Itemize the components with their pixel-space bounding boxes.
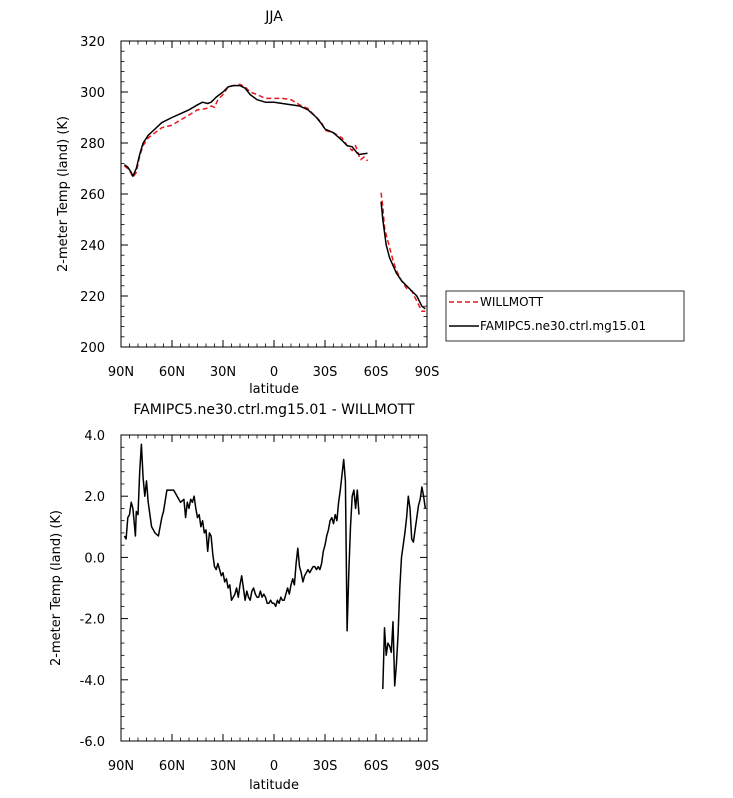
top-chart-y-tick-labels: 200 220 240 260 280 300 320 (80, 35, 105, 356)
bottom-chart-series (123, 443, 427, 690)
y-tick-label: -6.0 (80, 735, 105, 750)
x-tick-label: 0 (270, 365, 278, 380)
y-tick-label: 2.0 (84, 490, 105, 505)
y-tick-label: 220 (80, 290, 105, 305)
top-chart-y-axis-title: 2-meter Temp (land) (K) (56, 116, 71, 272)
x-tick-label: 60N (159, 759, 185, 774)
x-tick-label: 60S (364, 759, 389, 774)
bottom-chart-frame (120, 434, 428, 742)
bottom-chart-x-tick-labels: 90N 60N 30N 0 30S 60S 90S (108, 759, 440, 774)
series-line-willmott-segment-0 (123, 83, 369, 179)
x-tick-label: 90N (108, 759, 134, 774)
x-tick-label: 60S (364, 365, 389, 380)
x-tick-label: 60N (159, 365, 185, 380)
x-tick-label: 30S (313, 365, 338, 380)
legend-label-famipc5: FAMIPC5.ne30.ctrl.mg15.01 (480, 319, 646, 333)
y-tick-label: 320 (80, 35, 105, 50)
top-chart-x-tick-labels: 90N 60N 30N 0 30S 60S 90S (108, 365, 440, 380)
y-tick-label: 300 (80, 86, 105, 101)
x-tick-label: 30S (313, 759, 338, 774)
top-chart-legend: WILLMOTT FAMIPC5.ne30.ctrl.mg15.01 (445, 290, 685, 342)
x-tick-label: 0 (270, 759, 278, 774)
bottom-chart-title: FAMIPC5.ne30.ctrl.mg15.01 - WILLMOTT (133, 402, 415, 418)
y-tick-label: -4.0 (80, 674, 105, 689)
x-tick-label: 30N (210, 759, 236, 774)
top-chart-frame (120, 40, 428, 348)
bottom-chart-y-tick-labels: -6.0 -4.0 -2.0 0.0 2.0 4.0 (80, 429, 105, 750)
series-line-famipc5-ne30-ctrl-mg15-01-segment-1 (380, 201, 426, 310)
y-tick-label: -2.0 (80, 613, 105, 628)
y-tick-label: 4.0 (84, 429, 105, 444)
x-tick-label: 90N (108, 365, 134, 380)
y-tick-label: 280 (80, 137, 105, 152)
y-tick-label: 240 (80, 239, 105, 254)
y-tick-label: 260 (80, 188, 105, 203)
top-chart-series (123, 83, 426, 313)
y-tick-label: 200 (80, 341, 105, 356)
series-line-difference-segment-0 (123, 443, 360, 632)
top-chart: JJA 90N 60N 30N 0 30S 60S 90S 200 220 240 260 280 3… (56, 9, 685, 397)
x-tick-label: 30N (210, 365, 236, 380)
bottom-chart-y-axis-title: 2-meter Temp (land) (K) (49, 510, 64, 666)
bottom-chart-ticks (120, 434, 428, 742)
bottom-chart: FAMIPC5.ne30.ctrl.mg15.01 - WILLMOTT 90N… (49, 402, 439, 793)
top-chart-x-axis-title: latitude (249, 382, 299, 397)
series-line-difference-segment-1 (382, 486, 427, 690)
x-tick-label: 90S (415, 759, 440, 774)
legend-frame (445, 290, 685, 342)
y-tick-label: 0.0 (84, 551, 105, 566)
top-chart-title: JJA (264, 9, 283, 25)
bottom-chart-x-axis-title: latitude (249, 778, 299, 793)
series-line-famipc5-ne30-ctrl-mg15-01-segment-0 (123, 84, 368, 177)
legend-label-willmott: WILLMOTT (480, 295, 544, 309)
x-tick-label: 90S (415, 365, 440, 380)
